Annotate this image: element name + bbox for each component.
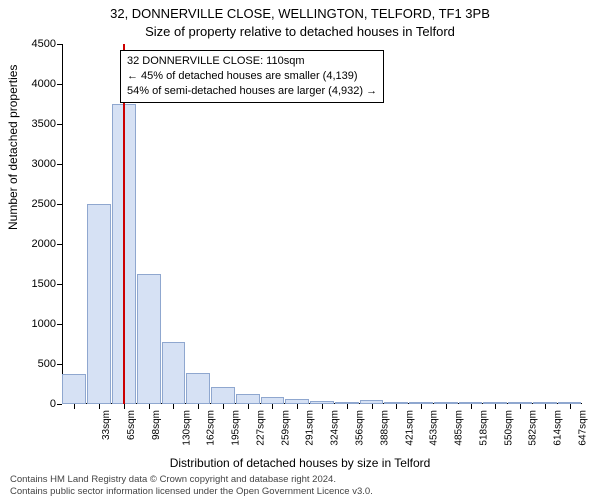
footer-line2: Contains public sector information licen…: [10, 486, 590, 498]
x-tick-label: 550sqm: [503, 410, 514, 446]
x-axis-label: Distribution of detached houses by size …: [0, 456, 600, 470]
y-tick-label: 1000: [16, 318, 56, 330]
x-tick-mark: [446, 404, 447, 409]
y-tick-label: 2500: [16, 198, 56, 210]
y-tick-label: 0: [16, 398, 56, 410]
annotation-box: 32 DONNERVILLE CLOSE: 110sqm ← 45% of de…: [120, 50, 384, 103]
x-tick-label: 130sqm: [181, 410, 192, 446]
x-tick-mark: [248, 404, 249, 409]
x-tick-mark: [347, 404, 348, 409]
histogram-bar: [236, 394, 260, 404]
x-tick-mark: [149, 404, 150, 409]
footer-line1: Contains HM Land Registry data © Crown c…: [10, 474, 590, 486]
x-tick-label: 485sqm: [454, 410, 465, 446]
y-tick-label: 3000: [16, 158, 56, 170]
y-tick-mark: [57, 404, 62, 405]
y-tick-mark: [57, 164, 62, 165]
plot-area: 050010001500200025003000350040004500 33s…: [62, 44, 582, 404]
x-tick-label: 582sqm: [528, 410, 539, 446]
footer-text: Contains HM Land Registry data © Crown c…: [10, 474, 590, 498]
histogram-bar: [186, 373, 210, 404]
histogram-bar: [261, 397, 285, 404]
annotation-line1: 32 DONNERVILLE CLOSE: 110sqm: [127, 54, 377, 69]
x-tick-mark: [223, 404, 224, 409]
chart-title-line1: 32, DONNERVILLE CLOSE, WELLINGTON, TELFO…: [0, 6, 600, 21]
x-tick-label: 227sqm: [256, 410, 267, 446]
y-tick-label: 500: [16, 358, 56, 370]
x-tick-mark: [471, 404, 472, 409]
x-tick-label: 195sqm: [231, 410, 242, 446]
chart-container: 32, DONNERVILLE CLOSE, WELLINGTON, TELFO…: [0, 0, 600, 500]
annotation-line2: ← 45% of detached houses are smaller (4,…: [127, 69, 377, 84]
x-tick-label: 518sqm: [478, 410, 489, 446]
x-tick-label: 453sqm: [429, 410, 440, 446]
x-tick-mark: [272, 404, 273, 409]
histogram-bar: [211, 387, 235, 404]
x-tick-mark: [545, 404, 546, 409]
y-tick-mark: [57, 204, 62, 205]
x-tick-label: 647sqm: [577, 410, 588, 446]
x-tick-label: 614sqm: [553, 410, 564, 446]
x-tick-mark: [124, 404, 125, 409]
y-tick-label: 1500: [16, 278, 56, 290]
x-tick-label: 291sqm: [305, 410, 316, 446]
histogram-bar: [137, 274, 161, 404]
y-tick-label: 3500: [16, 118, 56, 130]
x-tick-mark: [495, 404, 496, 409]
x-tick-label: 65sqm: [126, 410, 137, 440]
x-tick-label: 162sqm: [206, 410, 217, 446]
histogram-bar: [162, 342, 186, 404]
y-tick-mark: [57, 284, 62, 285]
x-tick-mark: [396, 404, 397, 409]
x-tick-mark: [520, 404, 521, 409]
histogram-bar: [62, 374, 86, 404]
annotation-line3: 54% of semi-detached houses are larger (…: [127, 84, 377, 99]
x-tick-mark: [322, 404, 323, 409]
chart-title-line2: Size of property relative to detached ho…: [0, 24, 600, 39]
x-tick-mark: [421, 404, 422, 409]
x-tick-mark: [173, 404, 174, 409]
x-tick-label: 356sqm: [355, 410, 366, 446]
y-tick-mark: [57, 324, 62, 325]
x-tick-mark: [570, 404, 571, 409]
y-tick-mark: [57, 44, 62, 45]
y-tick-label: 2000: [16, 238, 56, 250]
x-tick-label: 33sqm: [101, 410, 112, 440]
x-tick-mark: [74, 404, 75, 409]
x-tick-mark: [297, 404, 298, 409]
x-tick-label: 98sqm: [151, 410, 162, 440]
y-tick-mark: [57, 364, 62, 365]
x-tick-mark: [198, 404, 199, 409]
x-tick-label: 421sqm: [404, 410, 415, 446]
histogram-bar: [87, 204, 111, 404]
x-tick-label: 324sqm: [330, 410, 341, 446]
x-tick-mark: [372, 404, 373, 409]
y-tick-label: 4000: [16, 78, 56, 90]
x-tick-label: 259sqm: [280, 410, 291, 446]
y-tick-mark: [57, 244, 62, 245]
x-tick-label: 388sqm: [379, 410, 390, 446]
y-tick-mark: [57, 124, 62, 125]
y-tick-label: 4500: [16, 38, 56, 50]
x-tick-mark: [99, 404, 100, 409]
y-tick-mark: [57, 84, 62, 85]
